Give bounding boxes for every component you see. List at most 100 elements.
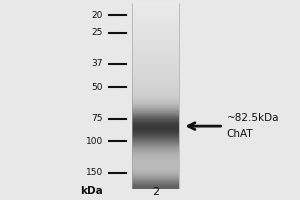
Text: 100: 100 [85, 137, 103, 146]
Bar [132, 27, 179, 28]
Bar [132, 146, 179, 147]
Text: 37: 37 [92, 59, 103, 68]
Bar [132, 163, 179, 164]
Bar [132, 140, 179, 141]
Bar [132, 17, 179, 18]
Bar [132, 97, 179, 98]
Bar [132, 16, 179, 17]
Bar [132, 70, 179, 71]
Bar [132, 61, 179, 62]
Bar [132, 182, 179, 183]
Bar [132, 129, 179, 130]
Bar [132, 22, 179, 23]
Bar [132, 12, 179, 13]
Bar [132, 31, 179, 32]
Bar [132, 36, 179, 37]
Bar [132, 123, 179, 124]
Bar [132, 145, 179, 146]
Bar [132, 93, 179, 94]
Bar [132, 162, 179, 163]
Bar [132, 133, 179, 134]
Text: ~82.5kDa: ~82.5kDa [226, 113, 279, 123]
Bar [132, 118, 179, 119]
Bar [132, 186, 179, 187]
Bar [132, 80, 179, 81]
Bar [132, 79, 179, 80]
Bar [132, 141, 179, 142]
Bar [132, 115, 179, 116]
Bar [132, 74, 179, 75]
Bar [132, 13, 179, 14]
Bar [132, 131, 179, 132]
Bar [132, 103, 179, 104]
Text: ChAT: ChAT [226, 129, 253, 139]
Bar [132, 83, 179, 84]
Bar [132, 125, 179, 126]
Bar [132, 148, 179, 149]
Bar [132, 84, 179, 85]
Bar [132, 135, 179, 136]
Text: kDa: kDa [80, 186, 103, 196]
Bar [132, 51, 179, 52]
Bar [132, 11, 179, 12]
Bar [132, 128, 179, 129]
Bar [132, 119, 179, 120]
Bar [132, 38, 179, 39]
Bar [132, 122, 179, 123]
Bar [132, 187, 179, 188]
Bar [132, 48, 179, 49]
Bar [132, 101, 179, 102]
Bar [132, 62, 179, 63]
Bar [132, 117, 179, 118]
Bar [132, 54, 179, 55]
Bar [132, 5, 179, 6]
Bar [132, 42, 179, 43]
Bar [132, 68, 179, 69]
Bar [132, 105, 179, 106]
Bar [132, 116, 179, 117]
Bar [132, 23, 179, 24]
Bar [132, 20, 179, 21]
Bar [132, 33, 179, 34]
Bar [132, 45, 179, 46]
Bar [132, 177, 179, 178]
Bar [132, 94, 179, 95]
Bar [132, 43, 179, 44]
Bar [132, 142, 179, 143]
Bar [132, 4, 179, 5]
Bar [132, 178, 179, 179]
Bar [132, 98, 179, 99]
Bar [132, 136, 179, 137]
Bar [132, 71, 179, 72]
Bar [132, 65, 179, 66]
Bar [132, 150, 179, 151]
Text: 50: 50 [92, 83, 103, 92]
Bar [132, 67, 179, 68]
Bar [132, 95, 179, 96]
Bar [132, 168, 179, 169]
Bar [132, 113, 179, 114]
Bar [132, 55, 179, 56]
Bar [132, 28, 179, 29]
Bar [132, 66, 179, 67]
Bar [132, 159, 179, 160]
Bar [132, 164, 179, 165]
Bar [132, 37, 179, 38]
Bar [132, 15, 179, 16]
Bar [132, 41, 179, 42]
Bar [132, 7, 179, 8]
Bar [132, 111, 179, 112]
Bar [132, 77, 179, 78]
Bar [132, 173, 179, 174]
Bar [132, 139, 179, 140]
Bar [132, 102, 179, 103]
Bar [132, 56, 179, 57]
Bar [132, 171, 179, 172]
Bar [132, 147, 179, 148]
Bar [132, 75, 179, 76]
Bar [132, 40, 179, 41]
Bar [132, 26, 179, 27]
Bar [132, 90, 179, 91]
Bar [132, 170, 179, 171]
Bar [132, 130, 179, 131]
